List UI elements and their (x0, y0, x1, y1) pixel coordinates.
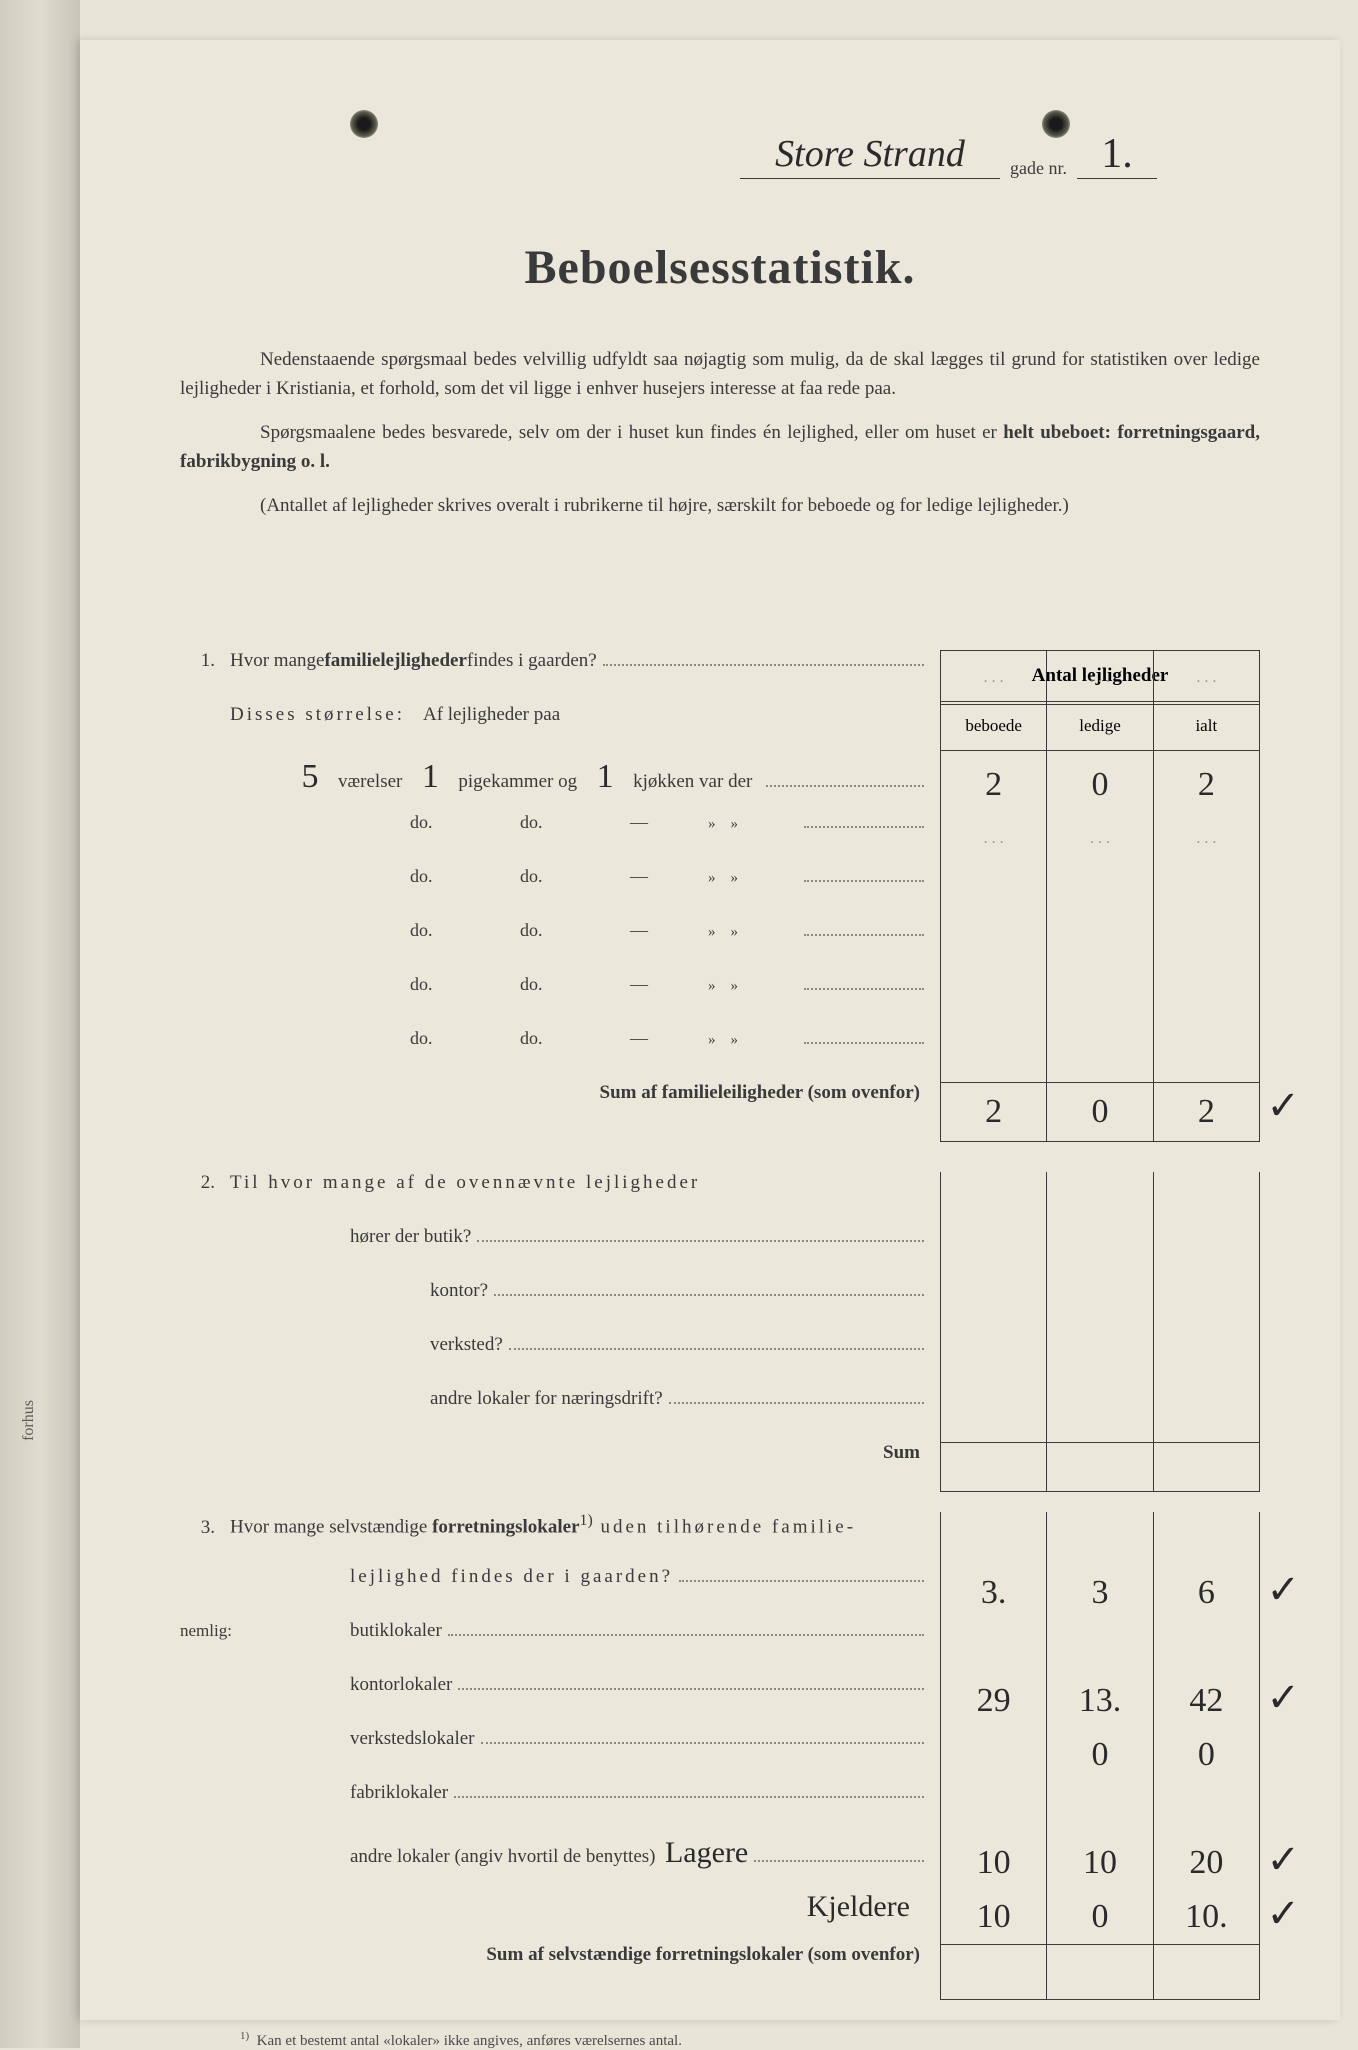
q3-sum: Sum af selvstændige forretningslokaler (… (180, 1944, 1260, 2000)
q2-sum: Sum (180, 1442, 1260, 1492)
q1-size-row-1: 5 værelser 1 pigekammer og 1 kjøkken var… (180, 758, 1260, 812)
q1-disses: Disses størrelse: Af lejligheder paa (180, 704, 1260, 758)
q1-main: 1. Hvor mange familielejligheder findes … (180, 650, 1260, 704)
q3-verksted: verkstedslokaler 0 0 (180, 1728, 1260, 1782)
q1-do-row-5: do. do. — » » (180, 1028, 1260, 1082)
checkmark-icon: ✓ (1266, 1674, 1300, 1721)
intro-paragraph-2: Spørgsmaalene bedes besvarede, selv om d… (180, 418, 1260, 477)
q1-do-row-2: do. do. — » » (180, 866, 1260, 920)
q3-andre-2: Kjeldere 10 0 10. ✓ (180, 1890, 1260, 1944)
q3-main-line1: 3. Hvor mange selvstændige forretningslo… (180, 1512, 1260, 1566)
q1-sum-row: Sum af familieleiligheder (som ovenfor) … (180, 1082, 1260, 1142)
checkmark-icon: ✓ (1266, 1082, 1300, 1129)
q2-main: 2. Til hvor mange af de ovennævnte lejli… (180, 1172, 1260, 1226)
q2-andre: andre lokaler for næringsdrift? (180, 1388, 1260, 1442)
street-handwritten: Store Strand (740, 132, 1000, 179)
q2-butik: hører der butik? (180, 1226, 1260, 1280)
checkmark-icon: ✓ (1266, 1566, 1300, 1613)
q1-do-row-3: do. do. — » » (180, 920, 1260, 974)
footnote: 1) Kan et bestemt antal «lokaler» ikke a… (180, 2030, 1260, 2050)
q3-main-line2: lejlighed findes der i gaarden? 3. 3 6 ✓ (180, 1566, 1260, 1620)
q1-do-row-1: do. do. — » » . . . . . . . . . (180, 812, 1260, 866)
header-address-line: Store Strand gade nr. 1. (740, 130, 1240, 179)
number-handwritten: 1. (1077, 130, 1157, 179)
q3-andre-1: andre lokaler (angiv hvortil de benyttes… (180, 1836, 1260, 1890)
document-page: Store Strand gade nr. 1. Beboelsesstatis… (80, 40, 1340, 2020)
intro-paragraph-1: Nedenstaaende spørgsmaal bedes velvillig… (180, 345, 1260, 404)
q1-do-row-4: do. do. — » » (180, 974, 1260, 1028)
q2-kontor: kontor? (180, 1280, 1260, 1334)
checkmark-icon: ✓ (1266, 1890, 1300, 1937)
side-margin-text: forhus (20, 1400, 38, 1441)
punch-hole-left (350, 110, 378, 138)
gade-label: gade nr. (1010, 158, 1067, 179)
checkmark-icon: ✓ (1266, 1836, 1300, 1883)
q3-fabrik: fabriklokaler (180, 1782, 1260, 1836)
q2-verksted: verksted? (180, 1334, 1260, 1388)
q3-butik: nemlig: butiklokaler (180, 1620, 1260, 1674)
document-title: Beboelsesstatistik. (180, 240, 1260, 295)
intro-paragraph-3: (Antallet af lejligheder skrives overalt… (180, 491, 1260, 520)
q3-kontor: kontorlokaler 29 13. 42 ✓ (180, 1674, 1260, 1728)
